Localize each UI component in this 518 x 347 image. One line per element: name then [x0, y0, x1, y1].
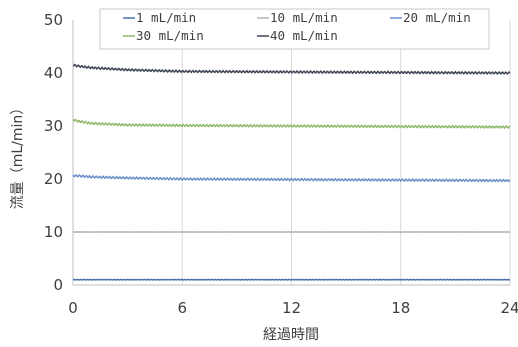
y-tick-label: 0 — [53, 276, 63, 294]
y-tick-label: 30 — [44, 117, 63, 135]
series-layer — [72, 63, 511, 281]
axis-layer: 0 6 12 18 24 0 10 20 30 40 50 — [44, 11, 518, 317]
y-tick-label: 40 — [44, 64, 63, 82]
series-line — [72, 63, 511, 76]
y-tick-label: 10 — [44, 223, 63, 241]
x-axis-title: 経過時間 — [263, 327, 319, 343]
legend-label: 20 mL/min — [403, 10, 471, 25]
series-line — [72, 173, 511, 183]
x-tick-label: 24 — [500, 299, 518, 317]
x-tick-label: 6 — [177, 299, 187, 317]
legend-label: 10 mL/min — [270, 10, 338, 25]
legend: 1 mL/min 10 mL/min 20 mL/min 30 mL/min 40 mL… — [99, 8, 490, 50]
series-line — [72, 118, 511, 130]
y-tick-label: 50 — [44, 11, 63, 29]
x-tick-label: 0 — [68, 299, 78, 317]
legend-label: 30 mL/min — [136, 28, 204, 43]
grid-layer — [181, 20, 511, 285]
x-tick-label: 12 — [282, 299, 301, 317]
legend-box — [99, 8, 490, 50]
series-line — [72, 278, 511, 281]
y-tick-label: 20 — [44, 170, 63, 188]
x-tick-label: 18 — [391, 299, 410, 317]
legend-label: 1 mL/min — [136, 10, 196, 25]
legend-label: 40 mL/min — [270, 28, 338, 43]
y-axis-title: 流量（mL/min） — [10, 101, 26, 210]
series-line — [72, 230, 511, 234]
